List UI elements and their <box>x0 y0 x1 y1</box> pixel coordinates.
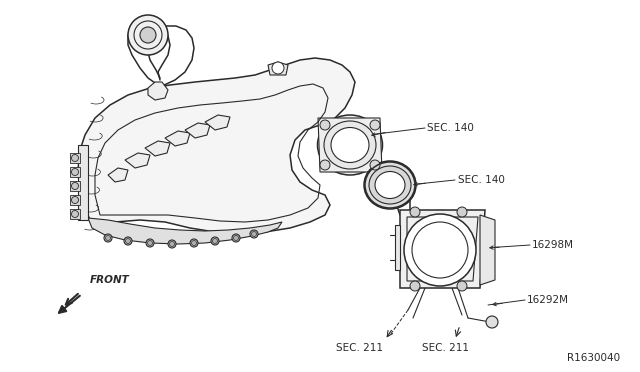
Polygon shape <box>395 225 400 270</box>
Circle shape <box>146 239 154 247</box>
Polygon shape <box>318 118 382 172</box>
Circle shape <box>125 238 131 244</box>
Circle shape <box>212 238 218 244</box>
Text: 16292M: 16292M <box>527 295 569 305</box>
Polygon shape <box>70 181 80 191</box>
Circle shape <box>170 241 175 247</box>
Polygon shape <box>165 131 190 146</box>
Polygon shape <box>480 215 495 285</box>
Ellipse shape <box>331 128 369 163</box>
Circle shape <box>486 316 498 328</box>
Circle shape <box>410 281 420 291</box>
Circle shape <box>234 235 239 241</box>
Circle shape <box>124 237 132 245</box>
Circle shape <box>320 120 330 130</box>
Circle shape <box>211 237 219 245</box>
Polygon shape <box>148 82 168 100</box>
Polygon shape <box>78 145 88 220</box>
Ellipse shape <box>317 115 383 175</box>
Polygon shape <box>70 153 80 163</box>
Text: 16298M: 16298M <box>532 240 574 250</box>
Circle shape <box>128 15 168 55</box>
Polygon shape <box>108 168 128 182</box>
Circle shape <box>72 154 79 161</box>
Polygon shape <box>268 62 288 75</box>
Circle shape <box>106 235 111 241</box>
Circle shape <box>147 241 152 246</box>
Polygon shape <box>70 195 80 205</box>
Ellipse shape <box>375 171 405 199</box>
Polygon shape <box>205 115 230 130</box>
Circle shape <box>191 241 196 246</box>
Text: R1630040: R1630040 <box>567 353 620 363</box>
Circle shape <box>140 27 156 43</box>
Circle shape <box>190 239 198 247</box>
Text: SEC. 211: SEC. 211 <box>337 343 383 353</box>
Polygon shape <box>70 167 80 177</box>
Circle shape <box>168 240 176 248</box>
Circle shape <box>72 196 79 203</box>
Circle shape <box>404 214 476 286</box>
Polygon shape <box>400 210 485 288</box>
Circle shape <box>410 207 420 217</box>
Ellipse shape <box>324 121 376 169</box>
Circle shape <box>72 211 79 218</box>
Circle shape <box>104 234 112 242</box>
Polygon shape <box>70 209 80 219</box>
Text: SEC. 211: SEC. 211 <box>422 343 468 353</box>
Circle shape <box>457 207 467 217</box>
Polygon shape <box>125 153 150 168</box>
Circle shape <box>250 230 258 238</box>
Circle shape <box>320 160 330 170</box>
Polygon shape <box>78 58 355 233</box>
Circle shape <box>72 183 79 189</box>
Circle shape <box>72 169 79 176</box>
Circle shape <box>232 234 240 242</box>
Circle shape <box>370 160 380 170</box>
Polygon shape <box>145 141 170 156</box>
Text: SEC. 140: SEC. 140 <box>427 123 474 133</box>
Polygon shape <box>88 218 282 244</box>
Circle shape <box>370 120 380 130</box>
Ellipse shape <box>369 166 411 204</box>
Circle shape <box>457 281 467 291</box>
Circle shape <box>272 62 284 74</box>
Circle shape <box>252 231 257 237</box>
Text: SEC. 140: SEC. 140 <box>458 175 505 185</box>
Polygon shape <box>185 123 210 138</box>
Text: FRONT: FRONT <box>90 275 130 285</box>
Ellipse shape <box>364 161 416 209</box>
